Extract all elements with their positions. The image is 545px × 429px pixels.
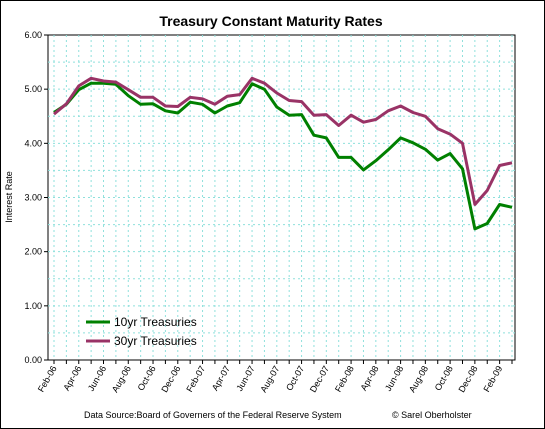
x-tick-label: Apr-08 bbox=[358, 364, 380, 392]
legend: 10yr Treasuries 30yr Treasuries bbox=[86, 315, 197, 348]
x-tick-label: Aug-07 bbox=[258, 364, 281, 394]
x-tick-label: Oct-08 bbox=[433, 364, 455, 392]
x-tick-label: Aug-08 bbox=[407, 364, 430, 394]
x-tick-label: Jun-07 bbox=[234, 364, 256, 393]
y-tick-label: 1.00 bbox=[24, 301, 42, 311]
series-line-10yr bbox=[53, 81, 513, 231]
x-tick-label: Feb-06 bbox=[36, 364, 59, 394]
y-tick-label: 3.00 bbox=[24, 193, 42, 203]
x-tick-label: Feb-09 bbox=[481, 364, 504, 394]
x-tick-label: Jun-06 bbox=[86, 364, 108, 393]
y-tick-label: 0.00 bbox=[24, 355, 42, 365]
x-tick-label: Aug-06 bbox=[110, 364, 133, 394]
x-axis-ticks: Feb-06 Apr-06 Jun-06 Aug-06 Oct-06 Dec-06 Feb-… bbox=[36, 360, 513, 394]
x-tick-label: Feb-07 bbox=[184, 364, 207, 394]
legend-label: 30yr Treasuries bbox=[114, 334, 197, 348]
y-tick-label: 5.00 bbox=[24, 84, 42, 94]
legend-label: 10yr Treasuries bbox=[114, 315, 197, 329]
data-source-note: Data Source:Board of Governers of the Fe… bbox=[84, 410, 342, 420]
x-tick-label: Oct-07 bbox=[284, 364, 306, 392]
y-axis-label: Interest Rate bbox=[4, 171, 14, 223]
x-tick-label: Apr-06 bbox=[61, 364, 83, 392]
x-tick-label: Dec-07 bbox=[308, 364, 331, 394]
series-line-30yr bbox=[53, 76, 513, 206]
y-tick-label: 6.00 bbox=[24, 30, 42, 40]
copyright-credit: © Sarel Oberholster bbox=[392, 410, 472, 420]
y-axis-ticks: 0.00 1.00 2.00 3.00 4.00 5.00 6.00 bbox=[24, 30, 48, 365]
x-tick-label: Oct-06 bbox=[136, 364, 158, 392]
x-tick-label: Feb-08 bbox=[333, 364, 356, 394]
x-tick-label: Jun-08 bbox=[383, 364, 405, 393]
y-tick-label: 4.00 bbox=[24, 138, 42, 148]
x-tick-label: Dec-08 bbox=[456, 364, 479, 394]
x-tick-label: Apr-07 bbox=[210, 364, 232, 392]
gridlines bbox=[48, 35, 515, 360]
series-group bbox=[53, 76, 513, 231]
y-tick-label: 2.00 bbox=[24, 247, 42, 257]
x-tick-label: Dec-06 bbox=[159, 364, 182, 394]
chart-title: Treasury Constant Maturity Rates bbox=[159, 13, 382, 29]
